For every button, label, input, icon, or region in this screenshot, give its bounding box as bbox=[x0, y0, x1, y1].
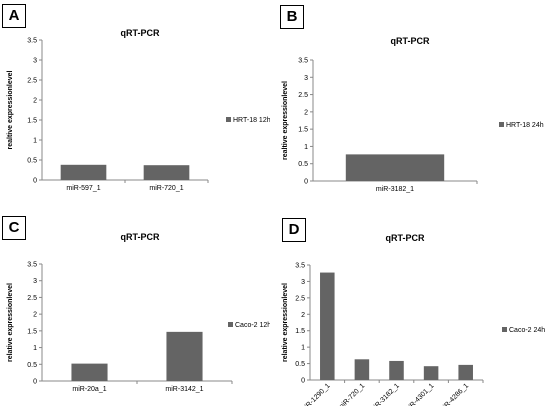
chart-title: qRT-PCR bbox=[386, 233, 425, 243]
y-tick-label: 0.5 bbox=[295, 361, 305, 368]
y-tick-label: 2.5 bbox=[27, 78, 37, 85]
y-tick-label: 3.5 bbox=[298, 58, 308, 65]
bar bbox=[389, 360, 404, 380]
chart-title: qRT-PCR bbox=[391, 36, 430, 46]
y-axis-label: realtive expressionlevel bbox=[282, 81, 289, 160]
y-tick-label: 0 bbox=[304, 179, 308, 186]
legend-swatch bbox=[502, 327, 507, 332]
bar bbox=[143, 165, 190, 180]
y-tick-label: 1 bbox=[33, 345, 37, 352]
x-tick-label: miR-4286_1 bbox=[438, 382, 470, 406]
x-tick-label: miR-3142_1 bbox=[165, 386, 203, 393]
y-tick-label: 0 bbox=[33, 178, 37, 185]
y-tick-label: 0.5 bbox=[298, 161, 308, 168]
y-tick-label: 1.5 bbox=[298, 127, 308, 134]
y-tick-label: 1 bbox=[304, 144, 308, 151]
y-tick-label: 1.5 bbox=[27, 118, 37, 125]
y-tick-label: 0 bbox=[33, 379, 37, 386]
y-tick-label: 3.5 bbox=[295, 263, 305, 270]
y-tick-label: 1 bbox=[33, 138, 37, 145]
y-tick-label: 0 bbox=[301, 378, 305, 385]
y-axis-label: relative expressionlevel bbox=[7, 283, 14, 362]
legend-label: Caco-2 12h bbox=[235, 322, 270, 329]
panel-label-b: B bbox=[280, 5, 304, 29]
y-tick-label: 3.5 bbox=[27, 262, 37, 269]
legend-label: HRT-18 24h bbox=[506, 122, 544, 129]
legend-swatch bbox=[499, 122, 504, 127]
panel-label-c: C bbox=[2, 216, 26, 240]
y-tick-label: 2 bbox=[33, 98, 37, 105]
bar bbox=[345, 154, 445, 181]
y-tick-label: 2 bbox=[301, 312, 305, 319]
x-tick-label: miR-720_1 bbox=[337, 382, 366, 406]
bar bbox=[354, 359, 370, 380]
panel-label-a: A bbox=[2, 4, 26, 28]
y-tick-label: 1 bbox=[301, 345, 305, 352]
x-tick-label: miR-1290_1 bbox=[300, 382, 332, 406]
chart-title: qRT-PCR bbox=[121, 28, 160, 38]
y-tick-label: 3.5 bbox=[27, 38, 37, 45]
bar bbox=[60, 164, 107, 180]
x-tick-label: miR-597_1 bbox=[66, 185, 100, 192]
legend-swatch bbox=[226, 117, 231, 122]
chart-panel-c: qRT-PCR relative expressionlevel 0 0.5 1 1.5 2… bbox=[7, 232, 270, 393]
y-tick-label: 1.5 bbox=[27, 328, 37, 335]
y-tick-label: 3 bbox=[301, 279, 305, 286]
y-tick-label: 3 bbox=[33, 278, 37, 285]
y-tick-label: 1.5 bbox=[295, 328, 305, 335]
y-tick-label: 3 bbox=[33, 58, 37, 65]
x-tick-label: miR-3182_1 bbox=[376, 186, 414, 193]
x-tick-label: miR-20a_1 bbox=[72, 386, 106, 393]
bar bbox=[166, 331, 203, 381]
panel-label-d: D bbox=[282, 218, 306, 242]
x-tick-label: miR-3182_1 bbox=[369, 382, 401, 406]
bar bbox=[71, 363, 108, 381]
bar bbox=[320, 272, 335, 380]
chart-panel-b: qRT-PCR realtive expressionlevel 0 0.5 1 1.5 2… bbox=[282, 36, 544, 193]
y-tick-label: 2.5 bbox=[295, 295, 305, 302]
legend-swatch bbox=[228, 322, 233, 327]
chart-panel-a: qRT-PCR realtive expressionlevel 0 0.5 1 1.5 2… bbox=[7, 28, 270, 192]
y-tick-label: 2.5 bbox=[298, 92, 308, 99]
legend-label: HRT-18 12h bbox=[233, 117, 270, 124]
y-axis-label: relative expressionlevel bbox=[282, 283, 289, 362]
x-tick-label: miR-720_1 bbox=[149, 185, 183, 192]
y-tick-label: 2.5 bbox=[27, 295, 37, 302]
y-tick-label: 0.5 bbox=[27, 158, 37, 165]
y-tick-label: 2 bbox=[304, 109, 308, 116]
bar bbox=[423, 366, 439, 380]
bar bbox=[458, 364, 473, 380]
y-tick-label: 0.5 bbox=[27, 362, 37, 369]
y-axis-label: realtive expressionlevel bbox=[7, 70, 14, 149]
legend-label: Caco-2 24h bbox=[509, 327, 545, 334]
y-tick-label: 3 bbox=[304, 75, 308, 82]
chart-title: qRT-PCR bbox=[121, 232, 160, 242]
y-tick-label: 2 bbox=[33, 312, 37, 319]
x-tick-label: miR-4301_1 bbox=[404, 382, 436, 406]
chart-panel-d: qRT-PCR relative expressionlevel 0 0.5 1 1.5 2… bbox=[282, 233, 545, 406]
